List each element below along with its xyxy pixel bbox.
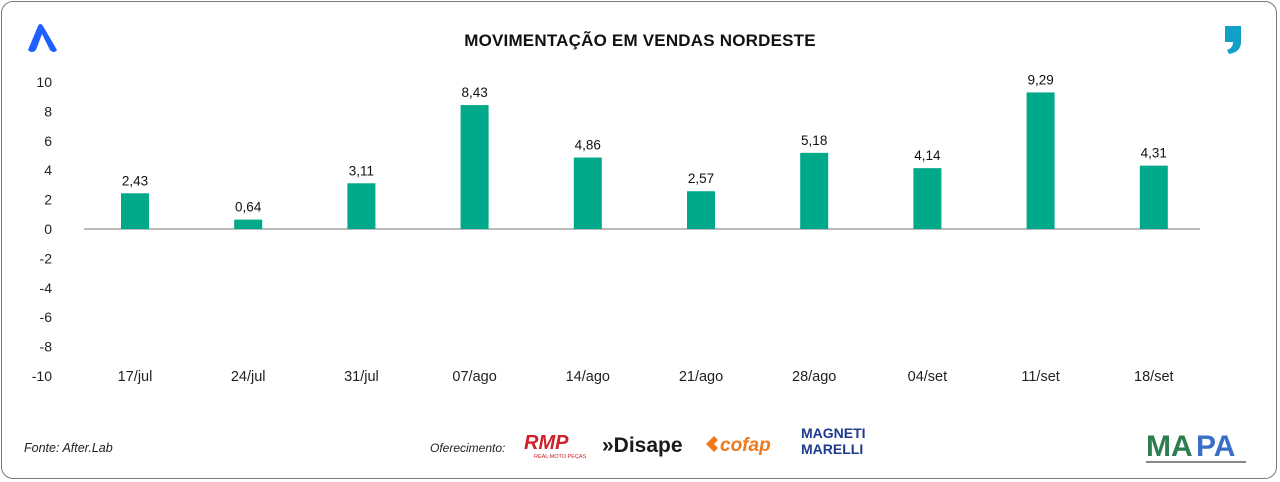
- y-tick-label: -4: [40, 280, 53, 296]
- bar: [687, 191, 715, 229]
- data-label: 2,57: [688, 171, 714, 186]
- data-label: 2,43: [122, 173, 148, 188]
- data-label: 0,64: [235, 200, 262, 215]
- y-tick-label: -10: [32, 368, 52, 384]
- x-tick-label: 07/ago: [452, 369, 496, 385]
- x-tick-label: 14/ago: [566, 369, 610, 385]
- y-tick-label: 8: [44, 103, 52, 119]
- data-label: 5,18: [801, 133, 827, 148]
- svg-text:cofap: cofap: [720, 435, 771, 456]
- x-tick-label: 18/set: [1134, 369, 1174, 385]
- bar: [234, 219, 263, 229]
- x-tick-label: 31/jul: [344, 369, 379, 385]
- rmp-logo: RMP REAL MOTO PEÇAS: [524, 432, 587, 460]
- source-note: Fonte: After.Lab: [24, 441, 113, 455]
- data-label: 4,86: [575, 138, 601, 153]
- y-tick-label: -6: [40, 309, 53, 325]
- bar: [460, 105, 489, 229]
- y-tick-label: 2: [44, 192, 52, 208]
- quote-icon: [1225, 26, 1241, 54]
- x-tick-label: 24/jul: [231, 369, 266, 385]
- magneti-marelli-logo: MAGNETI MARELLI: [801, 425, 866, 457]
- svg-text:MAGNETI: MAGNETI: [801, 425, 866, 441]
- bar: [121, 193, 149, 229]
- x-tick-label: 21/ago: [679, 369, 723, 385]
- data-label: 9,29: [1027, 72, 1053, 87]
- bars: [121, 92, 1168, 229]
- svg-text:MARELLI: MARELLI: [801, 441, 863, 457]
- bar: [1026, 92, 1055, 229]
- y-tick-label: 4: [44, 162, 52, 178]
- x-tick-label: 28/ago: [792, 369, 836, 385]
- data-labels: 2,43 0,64 3,11 8,43 4,86 2,57 5,18 4,14 9,29 4,31: [122, 72, 1167, 214]
- bar: [573, 157, 602, 229]
- x-tick-label: 11/set: [1021, 369, 1059, 385]
- chart-title: MOVIMENTAÇÃO EM VENDAS NORDESTE: [464, 31, 816, 50]
- svg-text:MA: MA: [1146, 430, 1193, 463]
- data-label: 4,14: [914, 148, 941, 163]
- svg-text:»Disape: »Disape: [602, 434, 683, 457]
- y-tick-label: 0: [44, 221, 52, 237]
- disape-logo: »Disape: [602, 434, 683, 457]
- y-tick-label: 10: [36, 74, 52, 90]
- y-tick-label: -8: [40, 339, 53, 355]
- bar: [347, 183, 376, 229]
- y-tick-label: -2: [40, 250, 53, 266]
- data-label: 8,43: [461, 85, 487, 100]
- x-axis-ticks: 17/jul 24/jul 31/jul 07/ago 14/ago 21/ago 28/a…: [118, 369, 1174, 385]
- cofap-logo: cofap: [706, 435, 771, 456]
- mapa-logo: MA PA: [1146, 430, 1246, 463]
- bar: [913, 168, 942, 229]
- svg-text:RMP: RMP: [524, 432, 569, 454]
- brand-logo-icon: [28, 24, 57, 52]
- bar: [800, 152, 829, 229]
- data-label: 3,11: [349, 163, 374, 178]
- x-tick-label: 04/set: [908, 369, 948, 385]
- sponsor-label: Oferecimento:: [430, 441, 506, 455]
- data-label: 4,31: [1141, 146, 1167, 161]
- bar: [1139, 165, 1168, 229]
- svg-text:REAL MOTO PEÇAS: REAL MOTO PEÇAS: [534, 454, 587, 460]
- y-tick-label: 6: [44, 133, 52, 149]
- x-tick-label: 17/jul: [118, 369, 153, 385]
- svg-text:PA: PA: [1196, 430, 1235, 463]
- y-axis-ticks: 10 8 6 4 2 0 -2 -4 -6 -8 -10: [32, 74, 52, 384]
